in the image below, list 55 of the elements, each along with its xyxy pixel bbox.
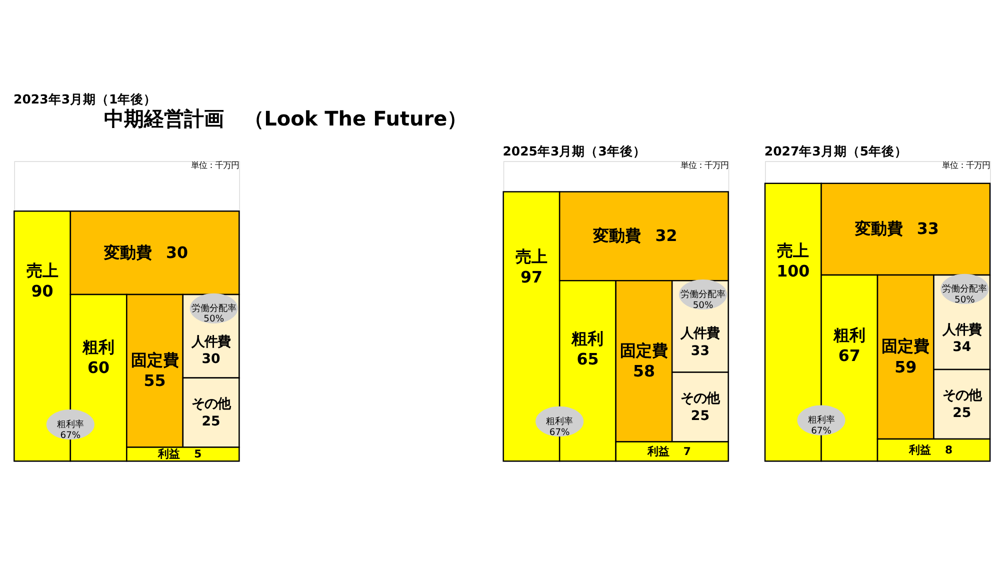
text: 粗利率 67% (56, 419, 84, 441)
data-label: 67 (838, 346, 860, 366)
data-label: 25 (202, 414, 220, 430)
text: 粗利率 67% (546, 416, 574, 438)
category-label: 人件費 (680, 326, 720, 342)
text: 労働分配率 50% (680, 289, 726, 311)
category-label: 粗利 (82, 338, 115, 357)
category-label: その他 (680, 392, 721, 406)
text: 労働分配率 50% (191, 302, 236, 325)
category-label: 売上 (515, 246, 548, 266)
category-label: 人件費 (190, 334, 231, 350)
data-label: 65 (576, 350, 599, 369)
text: 労働分配率 50% (942, 283, 988, 306)
text: 2023年3月期（1年後） (14, 92, 157, 107)
data-label: 97 (520, 267, 542, 286)
category-label: 変動費 (592, 226, 642, 246)
category-label: 利益 (646, 444, 670, 458)
category-label: 変動費 (854, 219, 903, 238)
data-label: 8 (945, 443, 953, 456)
category-label: 粗利 (832, 325, 866, 344)
data-label: 100 (776, 261, 810, 280)
data-label: 58 (632, 361, 655, 380)
category-label: 売上 (26, 260, 58, 280)
text: 中期経営計画 （Look The Future） (104, 106, 468, 130)
text: 2025年3月期（3年後） (502, 143, 646, 158)
category-label: その他 (942, 388, 982, 404)
data-label: 25 (690, 408, 710, 424)
data-label: 5 (194, 448, 202, 461)
data-label: 30 (166, 242, 188, 262)
data-label: 55 (144, 371, 166, 390)
category-label: 固定費 (130, 350, 179, 370)
data-label: 34 (952, 340, 972, 356)
category-label: 変動費 (102, 242, 152, 262)
text: 単位：千万円 (191, 160, 240, 170)
text: 単位：千万円 (942, 160, 990, 170)
data-label: 33 (690, 344, 710, 359)
text: 単位：千万円 (680, 160, 728, 170)
data-label: 90 (31, 281, 54, 300)
data-label: 7 (683, 444, 691, 458)
data-label: 25 (952, 406, 972, 422)
data-label: 30 (202, 352, 220, 368)
text: 粗利率 67% (808, 414, 835, 437)
category-label: 粗利 (570, 328, 604, 348)
data-label: 32 (655, 226, 678, 246)
category-label: 固定費 (620, 340, 668, 360)
category-label: 利益 (908, 443, 931, 456)
category-label: 固定費 (882, 336, 930, 356)
category-label: その他 (192, 397, 232, 412)
category-label: 売上 (777, 240, 810, 260)
data-label: 60 (88, 358, 110, 378)
data-label: 59 (894, 357, 917, 376)
data-label: 33 (916, 219, 939, 238)
category-label: 利益 (157, 448, 180, 461)
text: 2027年3月期（5年後） (764, 143, 908, 158)
category-label: 人件費 (941, 322, 982, 338)
